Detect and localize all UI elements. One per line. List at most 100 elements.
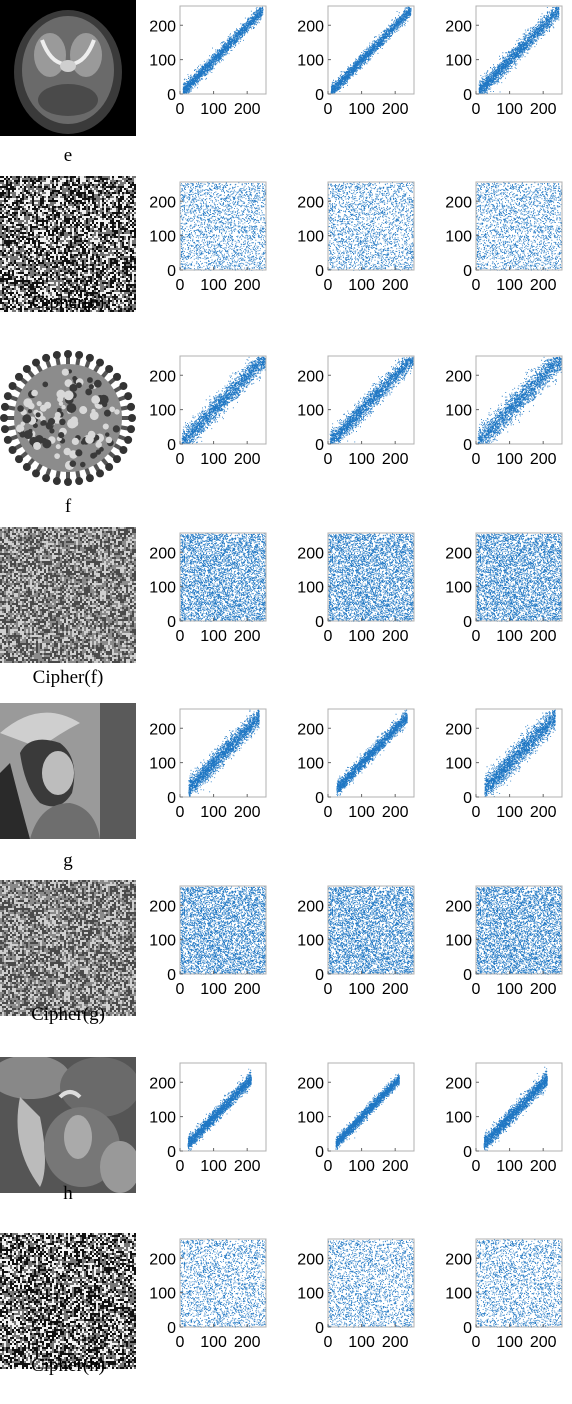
axes-box (475, 708, 563, 798)
scatter-points (181, 356, 266, 445)
x-tick-label: 100 (496, 101, 523, 118)
x-tick-label: 100 (200, 101, 227, 118)
y-tick-label: 0 (463, 790, 472, 807)
x-tick-label: 0 (324, 451, 333, 468)
scatter-plot-horizontal: 0 100 200 0 100 200 (149, 176, 326, 300)
scatter-plot-horizontal: 0 100 200 0 100 200 (149, 1057, 326, 1181)
x-tick-label: 0 (472, 1334, 481, 1351)
x-tick-label: 0 (324, 804, 333, 821)
source-image (0, 703, 136, 839)
scatter-point (478, 6, 560, 95)
image-caption: h (63, 1183, 73, 1204)
axes-box (327, 355, 415, 445)
scatter-point (328, 1239, 415, 1328)
scatter-points (328, 533, 415, 622)
scatter-points (483, 1066, 548, 1152)
x-tick-label: 200 (234, 1334, 261, 1351)
scatter-plot-vertical: 0 100 200 0 100 200 (297, 1057, 474, 1181)
x-tick-label: 0 (176, 451, 185, 468)
x-tick-label: 0 (324, 628, 333, 645)
scatter-points (330, 6, 412, 95)
x-tick-label: 0 (472, 277, 481, 294)
x-tick-label: 200 (234, 101, 261, 118)
y-tick-label: 100 (149, 403, 176, 420)
y-tick-label: 200 (297, 1075, 324, 1092)
axes-box (475, 1238, 563, 1328)
y-tick-label: 0 (167, 1320, 176, 1337)
x-tick-label: 100 (200, 628, 227, 645)
scatter-point (330, 6, 412, 95)
x-tick-label: 0 (472, 628, 481, 645)
y-tick-label: 200 (445, 721, 472, 738)
x-tick-label: 200 (382, 451, 409, 468)
scatter-point (484, 709, 556, 797)
y-tick-label: 200 (445, 194, 472, 211)
x-tick-label: 200 (530, 628, 557, 645)
y-tick-label: 100 (297, 403, 324, 420)
y-tick-label: 200 (445, 18, 472, 35)
image-caption: g (63, 850, 73, 871)
scatter-plot-horizontal: 0 100 200 0 100 200 (149, 703, 326, 827)
source-image (0, 350, 136, 486)
y-tick-label: 200 (445, 898, 472, 915)
x-tick-label: 0 (472, 451, 481, 468)
scatter-plot-horizontal: 0 100 200 0 100 200 (149, 350, 326, 474)
scatter-plot-diagonal: 0 100 200 0 100 200 (445, 350, 572, 474)
scatter-points (476, 886, 563, 975)
x-tick-label: 100 (496, 981, 523, 998)
y-tick-label: 100 (149, 229, 176, 246)
y-tick-label: 100 (297, 580, 324, 597)
scatter-point (328, 533, 415, 622)
y-tick-label: 100 (445, 1286, 472, 1303)
y-tick-label: 0 (167, 614, 176, 631)
y-tick-label: 200 (297, 545, 324, 562)
x-tick-label: 100 (496, 804, 523, 821)
scatter-point (335, 1073, 400, 1150)
scatter-points (328, 1239, 415, 1328)
scatter-plot-diagonal: 0 100 200 0 100 200 (445, 880, 572, 1004)
y-tick-label: 100 (445, 403, 472, 420)
scatter-points (476, 533, 563, 622)
x-tick-label: 200 (234, 277, 261, 294)
axes-box (475, 355, 563, 445)
scatter-point (476, 182, 563, 271)
axes-box (475, 1062, 563, 1152)
x-tick-label: 200 (234, 628, 261, 645)
x-tick-label: 0 (472, 101, 481, 118)
scatter-plot-horizontal: 0 100 200 0 100 200 (149, 1233, 326, 1357)
axes-box (179, 885, 267, 975)
x-tick-label: 0 (176, 628, 185, 645)
y-tick-label: 100 (445, 1110, 472, 1127)
scatter-point (180, 886, 267, 975)
y-tick-label: 0 (167, 1144, 176, 1161)
image-caption: e (63, 145, 73, 166)
x-tick-label: 100 (496, 1334, 523, 1351)
axes-box (179, 1062, 267, 1152)
source-image (0, 0, 136, 136)
scatter-plot-vertical: 0 100 200 0 100 200 (297, 350, 474, 474)
y-tick-label: 0 (315, 1320, 324, 1337)
image-caption: Cipher(h) (31, 1355, 105, 1376)
scatter-plot-diagonal: 0 100 200 0 100 200 (445, 703, 572, 827)
y-tick-label: 200 (149, 368, 176, 385)
scatter-points (476, 182, 563, 271)
scatter-points (484, 709, 556, 797)
y-tick-label: 200 (149, 721, 176, 738)
source-image (0, 1233, 136, 1369)
y-tick-label: 0 (167, 87, 176, 104)
y-tick-label: 100 (149, 580, 176, 597)
axes-box (475, 181, 563, 271)
x-tick-label: 0 (176, 277, 185, 294)
y-tick-label: 0 (315, 614, 324, 631)
y-tick-label: 0 (463, 1320, 472, 1337)
axes-box (327, 1238, 415, 1328)
x-tick-label: 200 (382, 1334, 409, 1351)
x-tick-label: 0 (324, 981, 333, 998)
x-tick-label: 200 (382, 1158, 409, 1175)
axes-box (475, 5, 563, 95)
x-tick-label: 0 (324, 1334, 333, 1351)
y-tick-label: 100 (297, 756, 324, 773)
scatter-points (182, 6, 264, 95)
axes-box (327, 708, 415, 798)
x-tick-label: 200 (530, 981, 557, 998)
